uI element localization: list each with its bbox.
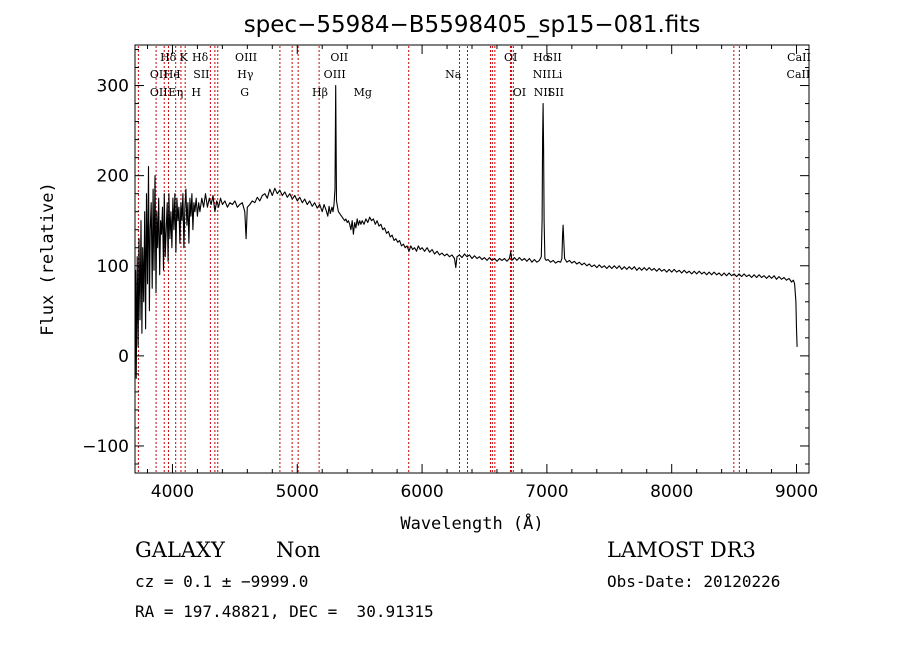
x-tick-label: 4000 <box>151 482 194 502</box>
y-tick-label: 100 <box>97 257 129 277</box>
spectral-line-label: OI <box>504 51 517 64</box>
x-tick-label: 6000 <box>400 482 443 502</box>
spectral-line-markers <box>137 46 740 472</box>
spectral-line-label: Hγ <box>237 68 254 81</box>
x-tick-label: 5000 <box>276 482 319 502</box>
spectral-line-label: Li <box>551 68 562 81</box>
spectral-line-label: SII <box>548 86 564 99</box>
x-axis: 4000 5000 6000 7000 8000 9000 <box>146 45 818 502</box>
spectral-line-label: CaII <box>787 68 811 81</box>
spectral-line-label: Hδ <box>192 51 209 64</box>
spectral-line-label: NII <box>534 86 552 99</box>
spectral-line-label: OIII <box>324 68 346 81</box>
y-tick-label: 0 <box>118 347 129 367</box>
spectral-line-label: He <box>164 68 180 81</box>
spectral-line-label: Hα <box>533 51 551 64</box>
spectral-line-label: η <box>177 86 184 99</box>
x-axis-label: Wavelength (Å) <box>400 512 543 534</box>
x-tick-label: 9000 <box>775 482 818 502</box>
spectral-line-label: OII <box>150 68 168 81</box>
spectrum-series-line <box>134 84 798 379</box>
y-tick-label: 300 <box>97 77 129 97</box>
spectral-line-label: OII <box>150 86 168 99</box>
spectral-line-label: I <box>176 68 180 81</box>
observation-date: Obs-Date: 20120226 <box>607 572 781 591</box>
x-tick-label: 7000 <box>525 482 568 502</box>
spectral-line-label: OII <box>330 51 348 64</box>
y-axis: −100 0 100 200 300 <box>82 49 809 465</box>
object-class: GALAXY <box>135 538 225 562</box>
spectral-line-label: K <box>180 51 189 64</box>
spectral-line-label: E <box>168 86 176 99</box>
spectral-line-label: NII <box>533 68 551 81</box>
y-tick-label: 200 <box>97 167 129 187</box>
spectral-line-label: SII <box>193 68 209 81</box>
spectral-line-label: G <box>240 86 249 99</box>
x-tick-label: 8000 <box>650 482 693 502</box>
y-tick-label: −100 <box>82 437 129 457</box>
spectral-line-label: CaII <box>787 51 811 64</box>
spectral-line-label: H <box>191 86 201 99</box>
object-subclass: Non <box>276 538 321 562</box>
redshift-readout: cz = 0.1 ± −9999.0 <box>135 572 309 591</box>
spectral-line-label: SII <box>546 51 562 64</box>
coordinates-readout: RA = 197.48821, DEC = 30.91315 <box>135 602 434 621</box>
spectral-line-label: Mg <box>354 86 372 99</box>
survey-name: LAMOST DR3 <box>607 538 756 562</box>
spectral-line-label: Hδ <box>160 51 177 64</box>
spectral-line-label: Hβ <box>312 86 328 99</box>
spectral-line-label: Na <box>445 68 462 81</box>
spectral-line-label: OIII <box>235 51 257 64</box>
spectral-line-label: OI <box>513 86 526 99</box>
y-axis-label: Flux (relative) <box>38 182 58 336</box>
chart-title: spec−55984−B5598405_sp15−081.fits <box>244 12 701 38</box>
